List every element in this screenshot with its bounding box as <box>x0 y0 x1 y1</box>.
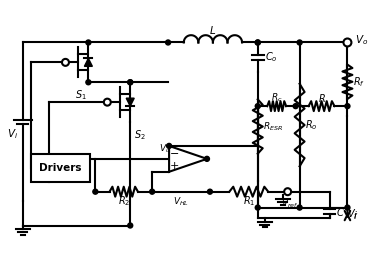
Circle shape <box>255 104 260 109</box>
Text: $C_o$: $C_o$ <box>265 50 277 64</box>
Circle shape <box>128 80 133 85</box>
Text: $V_i$: $V_i$ <box>7 127 18 141</box>
Polygon shape <box>84 58 93 66</box>
Text: $V_{HL}$: $V_{HL}$ <box>173 196 189 208</box>
Circle shape <box>343 39 351 46</box>
Circle shape <box>255 205 260 210</box>
Text: $L$: $L$ <box>209 23 217 36</box>
Circle shape <box>104 99 111 106</box>
Text: $V_{ref}$: $V_{ref}$ <box>281 198 298 210</box>
Circle shape <box>284 188 291 195</box>
Polygon shape <box>126 98 134 106</box>
Text: $V_o$: $V_o$ <box>356 34 369 47</box>
Circle shape <box>345 104 350 109</box>
Text: $V_f$: $V_f$ <box>348 208 359 221</box>
Text: $S_1$: $S_1$ <box>74 88 86 102</box>
Circle shape <box>86 80 91 85</box>
Text: $S_2$: $S_2$ <box>134 128 146 142</box>
Circle shape <box>128 223 133 228</box>
Text: $i$: $i$ <box>353 209 358 220</box>
FancyBboxPatch shape <box>31 154 90 182</box>
Circle shape <box>285 189 290 194</box>
Circle shape <box>345 205 350 210</box>
Text: $R$: $R$ <box>318 92 326 104</box>
Text: $C$: $C$ <box>336 206 345 218</box>
Circle shape <box>255 40 260 45</box>
Circle shape <box>167 143 172 148</box>
Circle shape <box>86 40 91 45</box>
Circle shape <box>166 40 170 45</box>
Circle shape <box>62 59 69 66</box>
Text: $R_2$: $R_2$ <box>118 194 130 208</box>
Circle shape <box>297 40 302 45</box>
Circle shape <box>150 189 155 194</box>
Circle shape <box>293 104 298 109</box>
Text: Drivers: Drivers <box>39 163 82 173</box>
Text: $R_o$: $R_o$ <box>305 118 318 132</box>
Text: $R_c$: $R_c$ <box>271 92 283 105</box>
Circle shape <box>297 205 302 210</box>
Circle shape <box>255 40 260 45</box>
Text: $R_f$: $R_f$ <box>353 75 366 89</box>
Text: $-$: $-$ <box>169 147 179 157</box>
Text: $R_1$: $R_1$ <box>243 194 255 208</box>
Text: $V_u$: $V_u$ <box>159 142 171 155</box>
Circle shape <box>207 189 212 194</box>
Circle shape <box>204 156 209 161</box>
Polygon shape <box>169 146 207 172</box>
Circle shape <box>93 189 98 194</box>
Text: $+$: $+$ <box>169 160 179 171</box>
Circle shape <box>128 80 133 85</box>
Text: $R_{ESR}$: $R_{ESR}$ <box>263 120 283 133</box>
